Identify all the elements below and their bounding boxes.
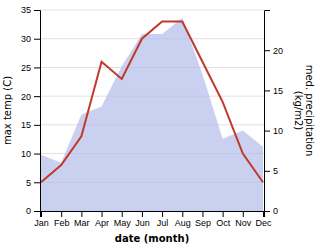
- tick: 0: [264, 206, 278, 216]
- tick-mark: [264, 50, 270, 51]
- tick: Apr: [95, 211, 109, 228]
- tick-mark: [34, 211, 40, 212]
- tick: 20: [21, 92, 40, 102]
- tick-mark: [264, 131, 270, 132]
- axis-line: [34, 11, 41, 212]
- tick-mark: [61, 211, 62, 217]
- x-axis: Jan Feb Mar Apr MayJun Jul Aug Sep Oct NovDec: [34, 211, 272, 228]
- tick: Nov: [235, 211, 252, 228]
- tick-label: Jul: [157, 218, 169, 228]
- tick-label: 5: [26, 178, 31, 188]
- tick-mark: [202, 211, 203, 217]
- tick-label: 15: [21, 120, 31, 130]
- tick-mark: [81, 211, 82, 217]
- tick-mark: [102, 211, 103, 217]
- tick-label: Feb: [54, 218, 70, 228]
- chart: JanFebMarAprMayJunJulAugSepOctNovDec0510…: [0, 0, 318, 247]
- x-axis-title: date (month): [115, 233, 189, 244]
- tick: 15: [264, 86, 283, 96]
- tick: Aug: [175, 211, 191, 228]
- y2-axis: 0 5 10 15 20: [264, 11, 283, 217]
- tick-mark: [34, 125, 40, 126]
- grid-line: [40, 10, 264, 11]
- tick-label: Mar: [74, 218, 90, 228]
- tick-mark: [264, 211, 270, 212]
- tick: 35: [21, 5, 40, 15]
- tick-label: 25: [21, 63, 31, 73]
- tick: 25: [21, 63, 40, 73]
- tick-label: Jun: [135, 218, 150, 228]
- tick-mark: [34, 96, 40, 97]
- tick-label: Dec: [255, 218, 272, 228]
- tick: Dec: [255, 211, 272, 228]
- tick-label: May: [114, 218, 132, 228]
- tick-label: Nov: [235, 218, 252, 228]
- tick: 0: [26, 206, 40, 216]
- tick: 5: [264, 166, 278, 176]
- tick-mark: [34, 39, 40, 40]
- tick: 15: [21, 120, 40, 130]
- tick: Jul: [157, 211, 169, 228]
- tick-mark: [182, 211, 183, 217]
- grid: [40, 10, 264, 211]
- tick-label: 0: [26, 206, 31, 216]
- area: [41, 18, 263, 211]
- tick-label: 20: [21, 92, 31, 102]
- y-axis-title: max temp (C): [2, 76, 13, 145]
- tick: 30: [21, 34, 40, 44]
- tick-mark: [34, 67, 40, 68]
- tick-mark: [142, 211, 143, 217]
- tick-mark: [162, 211, 163, 217]
- tick-label: Sep: [195, 218, 211, 228]
- tick-mark: [264, 90, 270, 91]
- tick-mark: [41, 211, 42, 217]
- tick-mark: [34, 10, 40, 11]
- tick: Jun: [135, 211, 150, 228]
- tick-label: 10: [21, 149, 31, 159]
- tick-label: 5: [273, 166, 278, 176]
- marks: [41, 18, 263, 211]
- y2-axis-title: med. precipitation(kg/m2): [293, 65, 316, 157]
- tick: May: [114, 211, 132, 228]
- tick-mark: [122, 211, 123, 217]
- tick-mark: [243, 211, 244, 217]
- axis-line: [41, 212, 265, 218]
- tick-label: 30: [21, 34, 31, 44]
- tick-label: Aug: [175, 218, 191, 228]
- tick-label: Oct: [216, 218, 231, 228]
- tick: Jan: [34, 211, 49, 228]
- line: [41, 21, 263, 182]
- tick-mark: [34, 182, 40, 183]
- y2-axis-title-line: med. precipitation: [304, 65, 315, 157]
- tick: 10: [21, 149, 40, 159]
- tick-label: 10: [273, 126, 283, 136]
- tick: Sep: [195, 211, 211, 228]
- tick-mark: [264, 171, 270, 172]
- tick: Oct: [216, 211, 231, 228]
- tick: 5: [26, 178, 40, 188]
- tick-label: 0: [273, 206, 278, 216]
- tick-label: Apr: [95, 218, 109, 228]
- tick-mark: [223, 211, 224, 217]
- tick-label: Jan: [34, 218, 49, 228]
- y2-axis-title-line: (kg/m2): [293, 91, 304, 131]
- tick-label: 20: [273, 46, 283, 56]
- tick: Feb: [54, 211, 70, 228]
- tick-mark: [34, 154, 40, 155]
- tick-mark: [263, 211, 264, 217]
- tick-label: 15: [273, 86, 283, 96]
- plot-area: JanFebMarAprMayJunJulAugSepOctNovDec0510…: [21, 5, 283, 228]
- tick-label: 35: [21, 5, 31, 15]
- tick: 20: [264, 46, 283, 56]
- tick: Mar: [74, 211, 90, 228]
- tick: 10: [264, 126, 283, 136]
- axis-line: [265, 11, 271, 212]
- y-axis: 0 5 10 15 20 25 30 35: [21, 5, 41, 216]
